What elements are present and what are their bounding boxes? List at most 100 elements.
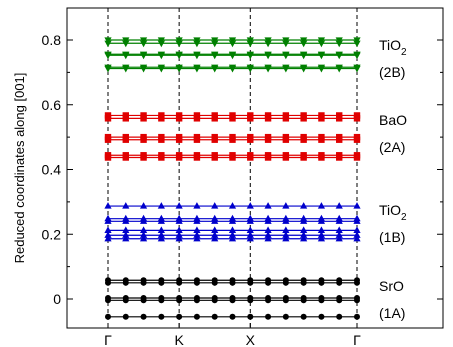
layer-label: TiO2 (379, 202, 407, 223)
data-point-circle (282, 313, 289, 320)
data-point-triangle-up (175, 231, 183, 238)
data-point-triangle-up (104, 202, 112, 209)
data-point-triangle-up (317, 231, 326, 238)
layer-formula: TiO (379, 37, 401, 53)
data-point-triangle-up (335, 234, 343, 242)
data-point-triangle-up (193, 234, 201, 242)
data-point-triangle-down (175, 52, 183, 60)
x-tick-label: Γ (104, 332, 112, 347)
data-point-circle (158, 297, 165, 304)
data-point-triangle-down (228, 52, 237, 60)
data-point-square (318, 154, 325, 161)
data-point-circle (318, 279, 325, 286)
data-point-square (282, 154, 290, 161)
layer-annotations: TiO2(2B)BaO(2A)TiO2(1B)SrO(1A) (379, 37, 407, 321)
x-tick-label: X (246, 332, 256, 347)
data-point-triangle-up (353, 217, 361, 224)
data-point-triangle-up (353, 234, 361, 242)
layer-tag: (1A) (379, 305, 405, 321)
data-point-circle (247, 313, 254, 320)
data-point-circle (300, 313, 307, 320)
data-point-square (193, 154, 201, 161)
data-point-triangle-down (139, 52, 148, 60)
data-point-triangle-down (157, 40, 165, 48)
data-point-triangle-down (228, 65, 237, 73)
data-point-triangle-up (335, 226, 343, 233)
data-point-triangle-down (122, 65, 130, 73)
data-point-triangle-up (175, 226, 183, 233)
data-point-triangle-up (228, 234, 237, 242)
data-point-circle (105, 279, 111, 286)
data-point-square (300, 115, 307, 122)
data-point-triangle-up (282, 231, 290, 238)
data-point-circle (122, 313, 129, 320)
data-point-triangle-up (211, 226, 219, 233)
data-point-triangle-down (193, 52, 201, 60)
data-point-triangle-up (193, 217, 201, 224)
data-point-circle (193, 297, 200, 304)
layer-formula-subscript: 2 (401, 47, 407, 58)
data-point-circle (140, 313, 147, 320)
data-point-square (229, 154, 236, 161)
data-point-triangle-up (246, 231, 254, 238)
data-point-triangle-up (228, 231, 237, 238)
data-point-square (229, 136, 236, 143)
layer-formula: BaO (379, 112, 407, 128)
data-point-triangle-down (335, 40, 343, 48)
data-point-circle (265, 297, 272, 304)
data-point-triangle-up (211, 234, 219, 242)
data-point-circle (300, 297, 307, 304)
data-point-square (104, 115, 112, 122)
data-point-triangle-up (300, 234, 308, 242)
data-point-triangle-up (317, 226, 326, 233)
data-point-triangle-up (300, 217, 308, 224)
data-point-triangle-down (193, 65, 201, 73)
y-axis-ticks: 0 0.2 0.4 0.6 0.8 (42, 32, 443, 307)
data-point-triangle-up (104, 217, 112, 224)
data-point-circle (354, 279, 360, 286)
data-point-square (282, 136, 290, 143)
data-point-square (318, 115, 325, 122)
data-point-square (158, 136, 165, 143)
data-point-triangle-up (211, 217, 219, 224)
data-point-square (175, 154, 183, 161)
data-point-circle (336, 297, 343, 304)
y-tick-label: 0.6 (42, 97, 62, 113)
data-point-triangle-up (175, 202, 183, 209)
data-point-circle (193, 279, 200, 286)
data-point-triangle-down (211, 52, 219, 60)
layer-label: BaO (379, 112, 407, 128)
data-point-triangle-up (353, 231, 361, 238)
y-tick-label: 0.8 (42, 32, 62, 48)
data-point-triangle-up (264, 217, 272, 224)
high-symmetry-lines (107, 8, 358, 328)
data-point-triangle-up (317, 202, 326, 209)
data-point-circle (336, 279, 343, 286)
data-point-circle (229, 313, 236, 320)
data-point-triangle-up (157, 234, 165, 242)
data-point-triangle-up (175, 217, 183, 224)
data-point-square (264, 154, 272, 161)
data-point-triangle-up (335, 231, 343, 238)
data-point-circle (247, 297, 254, 304)
data-point-triangle-up (353, 202, 361, 209)
data-point-triangle-down (104, 40, 112, 48)
data-point-triangle-up (104, 226, 112, 233)
data-point-triangle-up (335, 202, 343, 209)
data-point-triangle-down (282, 65, 290, 73)
data-point-square (264, 136, 272, 143)
data-point-circle (176, 279, 183, 286)
data-point-triangle-down (353, 52, 361, 60)
data-point-square (211, 154, 218, 161)
data-point-triangle-up (139, 217, 148, 224)
data-point-triangle-down (193, 40, 201, 48)
y-tick-label: 0.4 (42, 162, 62, 178)
data-point-triangle-down (282, 40, 290, 48)
data-point-square (353, 154, 361, 161)
data-point-triangle-down (317, 40, 326, 48)
data-point-circle (211, 279, 218, 286)
data-point-triangle-down (246, 52, 254, 60)
data-point-triangle-up (300, 202, 308, 209)
